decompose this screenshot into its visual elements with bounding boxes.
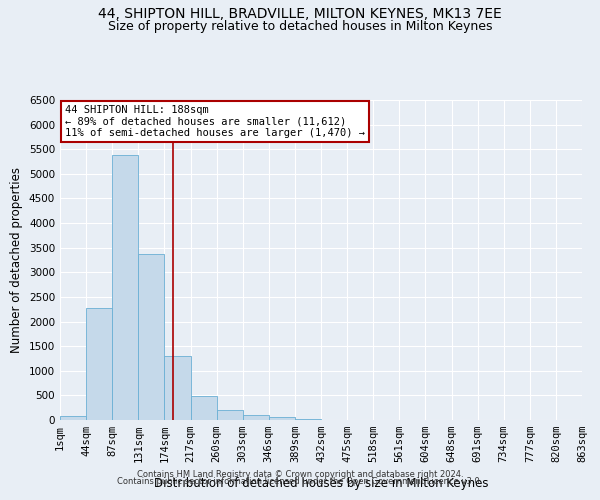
Text: Distribution of detached houses by size in Milton Keynes: Distribution of detached houses by size … <box>154 477 488 490</box>
Bar <box>191 396 217 420</box>
Text: 44 SHIPTON HILL: 188sqm
← 89% of detached houses are smaller (11,612)
11% of sem: 44 SHIPTON HILL: 188sqm ← 89% of detache… <box>65 105 365 138</box>
Bar <box>112 155 139 420</box>
Bar <box>139 254 164 420</box>
Bar <box>164 356 191 420</box>
Text: Size of property relative to detached houses in Milton Keynes: Size of property relative to detached ho… <box>108 20 492 33</box>
Y-axis label: Number of detached properties: Number of detached properties <box>10 167 23 353</box>
Bar <box>60 416 86 420</box>
Bar <box>217 410 243 420</box>
Bar <box>295 419 321 420</box>
Text: Contains public sector information licensed under the Open Government Licence v3: Contains public sector information licen… <box>118 477 482 486</box>
Bar <box>269 417 295 420</box>
Bar <box>243 415 269 420</box>
Bar <box>86 308 112 420</box>
Text: 44, SHIPTON HILL, BRADVILLE, MILTON KEYNES, MK13 7EE: 44, SHIPTON HILL, BRADVILLE, MILTON KEYN… <box>98 8 502 22</box>
Text: Contains HM Land Registry data © Crown copyright and database right 2024.: Contains HM Land Registry data © Crown c… <box>137 470 463 479</box>
